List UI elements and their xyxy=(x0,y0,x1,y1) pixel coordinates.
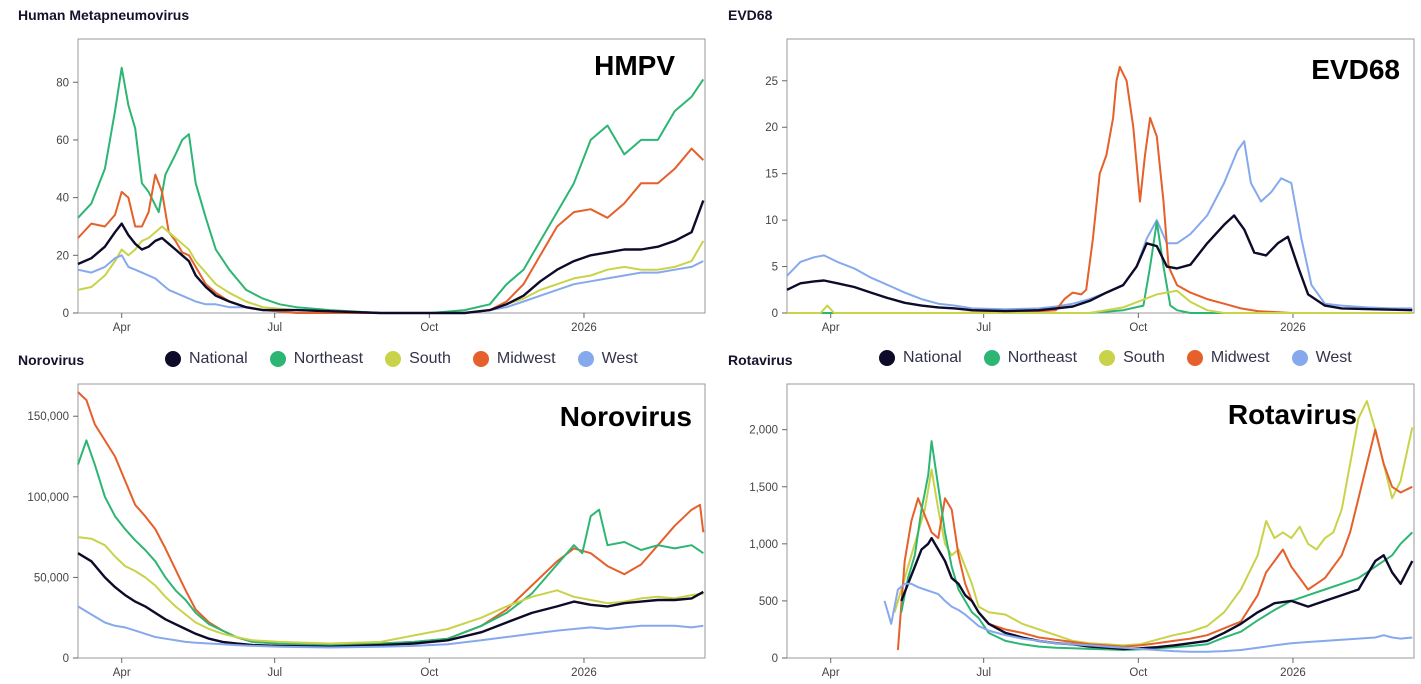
legend-item-national: National xyxy=(879,349,962,367)
legend-left: National Northeast South Midwest West xyxy=(165,350,660,368)
y-tick-label: 0 xyxy=(772,653,778,665)
plot-frame xyxy=(77,383,706,659)
legend-label: South xyxy=(1123,349,1165,366)
series-line-national xyxy=(786,214,1413,313)
x-tick-label: Apr xyxy=(113,667,131,679)
y-tick-label: 20 xyxy=(56,250,69,262)
legend-item-national: National xyxy=(165,350,248,368)
x-tick-label: 2026 xyxy=(571,667,597,679)
legend-swatch xyxy=(879,350,895,366)
x-tick-label: 2026 xyxy=(1280,667,1306,679)
legend-item-west: West xyxy=(577,350,638,368)
series-line-west xyxy=(77,605,704,649)
legend-swatch xyxy=(165,351,181,367)
legend-label: Northeast xyxy=(293,350,364,367)
legend-swatch xyxy=(472,351,489,367)
legend-item-south: South xyxy=(1099,349,1165,367)
series-line-south xyxy=(77,225,705,314)
legend-label: Northeast xyxy=(1007,349,1078,366)
panel-title-rotavirus: Rotavirus xyxy=(728,352,793,368)
panel-title-evd68: EVD68 xyxy=(728,7,773,23)
legend-label: South xyxy=(409,350,451,367)
legend-item-northeast: Northeast xyxy=(269,350,364,368)
y-tick-label: 25 xyxy=(765,76,778,88)
y-tick-label: 500 xyxy=(759,596,778,608)
series-line-national xyxy=(77,200,705,315)
legend-label: Midwest xyxy=(1210,349,1270,366)
y-tick-label: 20 xyxy=(765,122,778,134)
x-tick-label: Jul xyxy=(976,322,991,334)
legend-label: West xyxy=(601,350,638,367)
legend-swatch xyxy=(269,351,286,367)
y-tick-label: 1,000 xyxy=(749,539,778,551)
x-tick-label: Oct xyxy=(1129,322,1148,334)
y-tick-label: 1,500 xyxy=(749,482,778,494)
x-tick-label: Oct xyxy=(420,322,439,334)
legend-label: West xyxy=(1315,349,1352,366)
series-line-midwest xyxy=(787,65,1413,314)
x-tick-label: Apr xyxy=(822,322,840,334)
series-line-south xyxy=(77,536,704,645)
panel-title-hmpv: Human Metapneumovirus xyxy=(18,7,190,23)
y-tick-label: 0 xyxy=(63,653,69,665)
legend-swatch xyxy=(1099,350,1116,366)
chart-tag-label: HMPV xyxy=(594,50,675,81)
x-tick-label: Jul xyxy=(976,667,991,679)
series-line-national xyxy=(900,536,1414,651)
y-tick-label: 2,000 xyxy=(749,425,778,437)
y-tick-label: 100,000 xyxy=(27,492,69,504)
x-tick-label: Apr xyxy=(822,667,840,679)
legend-item-west: West xyxy=(1291,349,1352,367)
panel-title-norovirus: Norovirus xyxy=(18,352,85,368)
chart-tag-label: EVD68 xyxy=(1311,54,1400,85)
series-line-south xyxy=(787,289,1413,314)
series-line-west xyxy=(883,582,1413,653)
legend-swatch xyxy=(983,350,1000,366)
legend-label: National xyxy=(903,349,962,366)
legend-swatch xyxy=(385,351,402,367)
y-tick-label: 80 xyxy=(56,77,69,89)
x-tick-label: Jul xyxy=(267,322,282,334)
y-tick-label: 10 xyxy=(765,215,778,227)
y-tick-label: 60 xyxy=(56,135,69,147)
x-tick-label: Oct xyxy=(420,667,439,679)
series-line-northeast xyxy=(900,440,1413,651)
legend-swatch xyxy=(577,351,594,367)
series-line-northeast xyxy=(77,439,704,647)
legend-item-midwest: Midwest xyxy=(1186,349,1270,367)
legend-right: National Northeast South Midwest West xyxy=(879,349,1374,367)
series-line-midwest xyxy=(896,428,1413,651)
chart-tag-label: Rotavirus xyxy=(1228,399,1357,430)
series-line-south xyxy=(893,400,1414,647)
legend-swatch xyxy=(1291,350,1308,366)
y-tick-label: 150,000 xyxy=(27,411,69,423)
chart-tag-label: Norovirus xyxy=(560,401,692,432)
x-tick-label: Oct xyxy=(1129,667,1148,679)
series-line-west xyxy=(77,254,704,314)
legend-label: National xyxy=(189,350,248,367)
x-tick-label: 2026 xyxy=(1280,322,1306,334)
series-line-northeast xyxy=(77,66,705,314)
x-tick-label: Jul xyxy=(267,667,282,679)
legend-item-south: South xyxy=(385,350,451,368)
legend-swatch xyxy=(1186,350,1203,366)
y-tick-label: 15 xyxy=(765,169,778,181)
y-tick-label: 40 xyxy=(56,193,69,205)
legend-item-midwest: Midwest xyxy=(472,350,556,368)
legend-item-northeast: Northeast xyxy=(983,349,1078,367)
y-tick-label: 5 xyxy=(772,262,778,274)
legend-label: Midwest xyxy=(496,350,556,367)
x-tick-label: Apr xyxy=(113,322,131,334)
y-tick-label: 0 xyxy=(63,308,69,320)
x-tick-label: 2026 xyxy=(571,322,597,334)
series-line-northeast xyxy=(787,221,1413,314)
y-tick-label: 50,000 xyxy=(34,572,69,584)
y-tick-label: 0 xyxy=(772,308,778,320)
plot-frame xyxy=(786,383,1415,659)
